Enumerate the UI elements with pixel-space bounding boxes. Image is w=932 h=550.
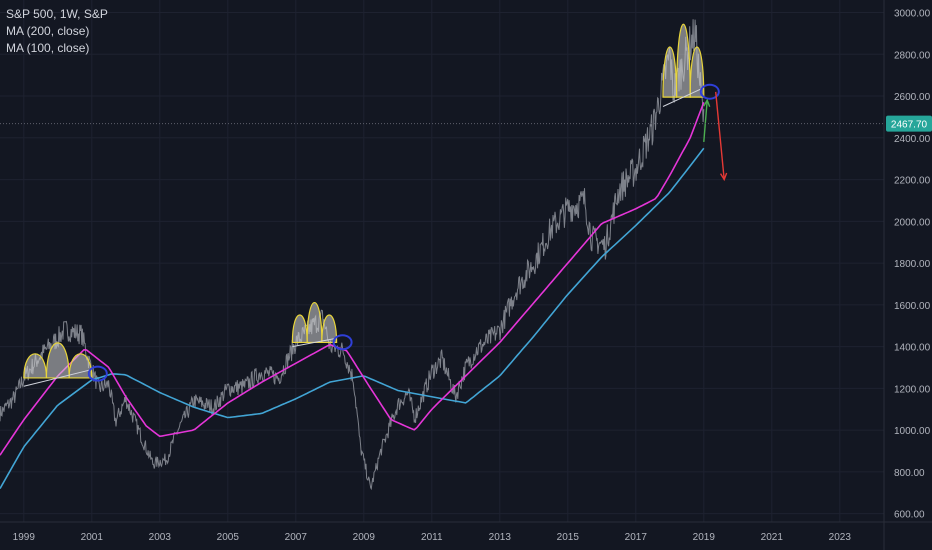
x-tick-label: 1999 — [13, 532, 36, 543]
y-tick-label: 2800.00 — [894, 50, 931, 61]
breakdown-circle — [699, 83, 720, 100]
x-tick-label: 2013 — [489, 532, 512, 543]
x-tick-label: 2005 — [217, 532, 240, 543]
up-arrow — [703, 100, 708, 143]
y-tick-label: 2400.00 — [894, 134, 931, 145]
pattern-hump — [291, 314, 308, 344]
neckline — [292, 337, 337, 348]
up-arrow-head — [703, 98, 711, 108]
price-series — [0, 19, 705, 491]
breakdown-circle — [332, 334, 353, 351]
y-tick-label: 600.00 — [894, 510, 925, 521]
x-tick-label: 2015 — [557, 532, 580, 543]
pattern-hump — [321, 314, 338, 344]
y-tick-label: 1800.00 — [894, 259, 931, 270]
neckline — [662, 87, 705, 107]
x-tick-label: 2011 — [421, 532, 443, 543]
y-tick-label: 1000.00 — [894, 426, 931, 437]
y-tick-label: 2000.00 — [894, 217, 931, 228]
x-tick-label: 2007 — [285, 532, 308, 543]
y-tick-label: 2600.00 — [894, 92, 931, 103]
breakdown-circle — [87, 365, 108, 382]
pattern-hump — [306, 302, 323, 344]
y-tick-label: 1200.00 — [894, 384, 931, 395]
x-tick-label: 2017 — [625, 532, 648, 543]
x-tick-label: 2009 — [353, 532, 376, 543]
last-price-badge — [886, 115, 932, 132]
x-tick-label: 2001 — [81, 532, 104, 543]
pattern-hump — [675, 23, 691, 98]
study-ma-200[interactable]: MA (200, close) — [6, 24, 90, 38]
y-tick-label: 3000.00 — [894, 9, 931, 20]
pattern-hump — [68, 353, 93, 379]
chart-legend: S&P 500, 1W, S&P MA (200, close) MA (100… — [6, 6, 108, 57]
y-tick-label: 2200.00 — [894, 176, 931, 187]
last-price-label: 2467.70 — [891, 120, 928, 131]
ma-100-series — [0, 102, 705, 456]
down-arrow — [715, 91, 725, 180]
x-tick-label: 2019 — [693, 532, 716, 543]
y-tick-label: 800.00 — [894, 468, 925, 479]
ma-200-series — [0, 147, 705, 489]
y-tick-label: 1400.00 — [894, 343, 931, 354]
x-tick-label: 2021 — [761, 532, 784, 543]
y-tick-label: 1600.00 — [894, 301, 931, 312]
x-tick-label: 2023 — [829, 532, 852, 543]
study-ma-100[interactable]: MA (100, close) — [6, 41, 90, 55]
x-tick-label: 2003 — [149, 532, 172, 543]
pattern-hump — [23, 353, 48, 379]
symbol-title[interactable]: S&P 500, 1W, S&P — [6, 7, 108, 21]
down-arrow-head — [719, 172, 728, 182]
neckline — [23, 369, 92, 387]
